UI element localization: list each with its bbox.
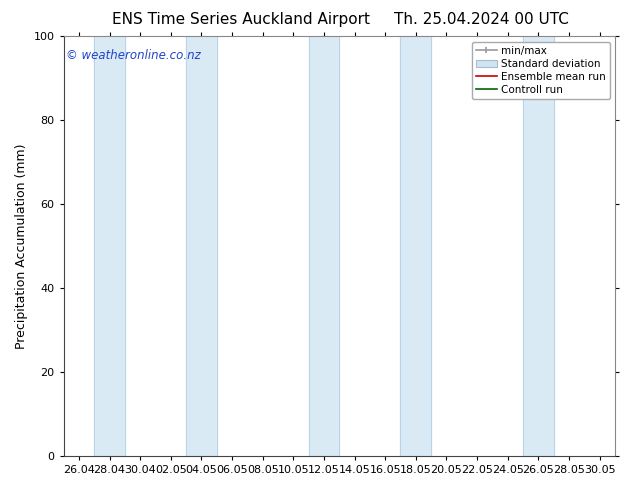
Bar xyxy=(94,36,125,456)
Text: Th. 25.04.2024 00 UTC: Th. 25.04.2024 00 UTC xyxy=(394,12,569,27)
Text: ENS Time Series Auckland Airport: ENS Time Series Auckland Airport xyxy=(112,12,370,27)
Bar xyxy=(401,36,431,456)
Legend: min/max, Standard deviation, Ensemble mean run, Controll run: min/max, Standard deviation, Ensemble me… xyxy=(472,42,610,99)
Bar xyxy=(186,36,217,456)
Bar xyxy=(309,36,339,456)
Text: © weatheronline.co.nz: © weatheronline.co.nz xyxy=(67,49,201,62)
Y-axis label: Precipitation Accumulation (mm): Precipitation Accumulation (mm) xyxy=(15,144,28,349)
Bar xyxy=(523,36,553,456)
